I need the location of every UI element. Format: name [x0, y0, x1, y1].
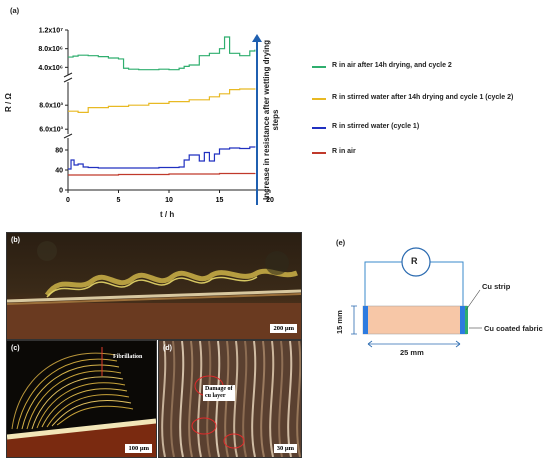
- panel-c-label: (c): [11, 345, 20, 352]
- resistor-label: R: [411, 256, 418, 266]
- y-tick-label: 0: [59, 188, 63, 195]
- legend-label: R in air after 14h drying, and cycle 2: [332, 62, 452, 69]
- increase-arrowhead: [252, 34, 262, 42]
- scale-bar-d: 30 µm: [273, 444, 297, 453]
- resistor-circle: [401, 247, 431, 277]
- panel-b-label: (b): [11, 237, 20, 244]
- panel-e-label: (e): [336, 238, 346, 247]
- series-line-red: [68, 172, 256, 176]
- x-axis-title: t / h: [160, 210, 175, 219]
- fabric-edge: [465, 306, 468, 334]
- wire-left: [364, 261, 402, 310]
- axis-break-mark: [63, 133, 73, 139]
- axis-break-mark: [63, 77, 73, 83]
- width-label: 25 mm: [400, 348, 424, 357]
- height-label: 15 mm: [335, 310, 344, 334]
- y-tick-label: 80: [55, 148, 63, 155]
- legend-swatch: [312, 152, 326, 154]
- cu-strip-left: [363, 306, 368, 334]
- series-line-green: [68, 36, 256, 71]
- wire-right: [430, 261, 464, 310]
- resistance-chart: 0 5 10 15 20 1.2x10⁷ 8.0x10⁶ 4.0x10⁶ 8.0x10³ 6.0x…: [38, 28, 274, 205]
- circuit-schematic: [351, 247, 482, 348]
- y-tick-label: 8.0x10³: [39, 103, 63, 110]
- legend-swatch: [312, 98, 326, 100]
- legend-label: R in stirred water after 14h drying and …: [332, 94, 514, 101]
- legend-swatch: [312, 127, 326, 129]
- y-tick-label: 6.0x10³: [39, 127, 63, 134]
- side-annotation: Increase in resistance after wetting dry…: [262, 39, 280, 201]
- y-tick-label: 40: [55, 168, 63, 175]
- micrograph-c-image: [7, 341, 156, 457]
- legend-label: R in stirred water (cycle 1): [332, 123, 420, 130]
- x-tick-label: 0: [66, 197, 70, 204]
- micrograph-b-image: [7, 233, 301, 339]
- y-tick-label: 8.0x10⁶: [38, 46, 63, 53]
- annotation-damage-line2: cu layer: [205, 393, 226, 399]
- scale-bar-c: 100 µm: [125, 444, 152, 453]
- y-axis-title: R / Ω: [4, 93, 13, 112]
- fabric-label: Cu coated fabric: [484, 324, 543, 333]
- series-line-blue: [68, 146, 256, 170]
- micrograph-d: (d) Damage of cu layer 30 µm: [158, 340, 302, 458]
- cu-strip-label: Cu strip: [482, 282, 511, 291]
- panel-a-label: (a): [10, 6, 20, 15]
- legend-swatch: [312, 66, 326, 68]
- x-tick-label: 20: [266, 197, 274, 204]
- x-tick-label: 15: [216, 197, 224, 204]
- y-tick-label: 1.2x10⁷: [39, 28, 63, 35]
- series-line-yellow: [68, 88, 256, 113]
- scale-bar-b: 200 µm: [270, 324, 297, 333]
- micrograph-b: (b) 200 µm: [6, 232, 302, 340]
- cu-strip-pointer: [465, 289, 481, 311]
- increase-arrow: [256, 40, 258, 205]
- cu-strip-right: [460, 306, 465, 334]
- annotation-damage-line1: Damage of: [205, 386, 233, 392]
- x-tick-label: 5: [117, 197, 121, 204]
- annotation-fibrillation: Fibrillation: [113, 354, 143, 360]
- x-tick-label: 10: [165, 197, 173, 204]
- annotation-damage: Damage of cu layer: [203, 385, 235, 401]
- axis-break-mark: [63, 72, 73, 78]
- micrograph-c: (c) Fibrillation 100 µm: [6, 340, 157, 458]
- fabric-strip: [362, 305, 468, 335]
- legend-label: R in air: [332, 148, 356, 155]
- panel-d-label: (d): [163, 345, 172, 352]
- y-tick-label: 4.0x10⁶: [38, 65, 63, 72]
